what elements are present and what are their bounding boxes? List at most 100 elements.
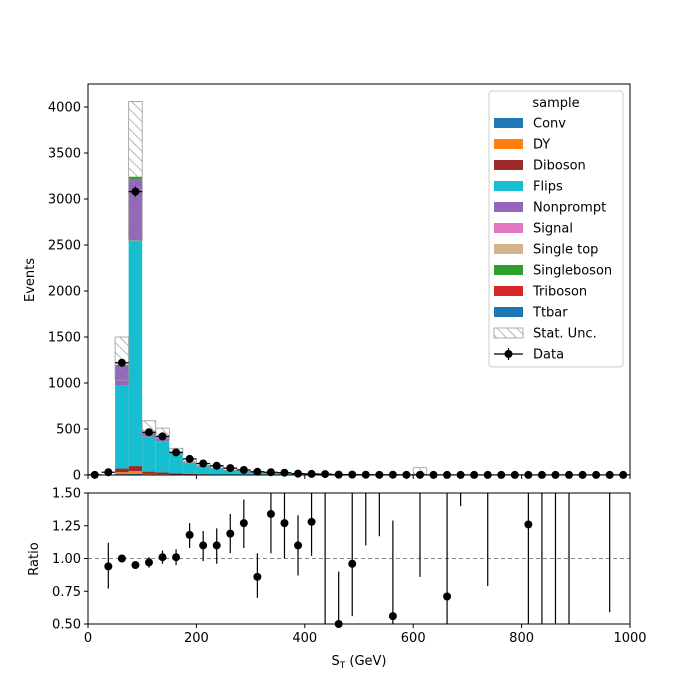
bar-diboson: [115, 468, 129, 473]
legend: sample Conv DY Diboson Flips Nonprompt Signal…: [488, 90, 624, 368]
x-tick-label: 1000: [613, 631, 646, 646]
ratio-axes-frame: [87, 492, 631, 625]
x-tick-label: 600: [401, 631, 426, 646]
legend-label-signal: Signal: [533, 222, 573, 237]
ratio-point: [348, 559, 357, 568]
legend-label-conv: Conv: [533, 117, 566, 132]
legend-swatch-nonprompt: [494, 202, 523, 212]
legend-swatch-data: [504, 350, 513, 358]
legend-swatch-signal: [494, 223, 523, 233]
y-tick-label: 1.25: [52, 519, 81, 534]
legend-label-dy: DY: [533, 138, 550, 153]
ratio-point: [266, 509, 275, 518]
main-y-axis-label: Events: [23, 258, 38, 302]
stacked-histogram: [115, 176, 495, 476]
bar-diboson: [155, 472, 170, 475]
legend-swatch-singleboson: [494, 265, 523, 275]
y-tick-label: 1.00: [52, 552, 81, 567]
legend-swatch-stat-unc: [493, 327, 524, 339]
data-point: [199, 459, 208, 468]
ratio-point: [524, 520, 533, 529]
legend-label-triboson: Triboson: [532, 285, 587, 300]
legend-swatch-dy: [494, 139, 523, 149]
legend-swatch-ttbar: [494, 307, 523, 317]
y-tick-label: 0: [73, 469, 81, 484]
data-point: [226, 464, 235, 473]
legend-swatch-triboson: [494, 286, 523, 296]
legend-swatch-flips: [494, 181, 523, 191]
data-point: [212, 461, 221, 470]
bar-flips: [155, 441, 170, 473]
ratio-point: [212, 541, 221, 550]
ratio-point: [199, 541, 208, 550]
legend-swatch-diboson: [494, 160, 523, 170]
ratio-point: [443, 592, 452, 601]
ratio-point: [144, 558, 153, 567]
y-tick-label: 0.75: [52, 585, 81, 600]
data-point: [117, 358, 126, 367]
bar-dy: [142, 473, 156, 475]
legend-label-stat-unc: Stat. Unc.: [533, 327, 597, 342]
legend-label-flips: Flips: [533, 180, 563, 195]
legend-label-singleboson: Singleboson: [533, 264, 612, 279]
ratio-panel: 0.50 0.75 1.00 1.25 1.50 0 200 400 600 800 1000 R…: [27, 487, 647, 672]
ratio-point: [172, 553, 181, 562]
legend-entries: Conv DY Diboson Flips Nonprompt Signal Single …: [493, 117, 612, 363]
y-tick-label: 3000: [48, 193, 81, 208]
main-x-ticks: [87, 475, 631, 479]
bar-dy: [115, 472, 129, 475]
ratio-x-ticks: 0 200 400 600 800 1000: [84, 624, 647, 646]
y-tick-label: 1000: [48, 377, 81, 392]
ratio-x-axis-label: ST (GeV): [331, 654, 386, 671]
data-point: [131, 187, 140, 196]
bar-flips: [142, 436, 156, 472]
y-tick-label: 4000: [48, 101, 81, 116]
ratio-y-axis-label: Ratio: [27, 542, 42, 575]
stat-unc-box: [128, 101, 143, 241]
y-tick-label: 0.50: [52, 618, 81, 633]
x-tick-label: 400: [292, 631, 317, 646]
y-tick-label: 1500: [48, 331, 81, 346]
bar-flips: [169, 453, 183, 474]
ratio-point: [239, 519, 248, 528]
legend-swatch-conv: [494, 118, 523, 128]
data-point: [321, 470, 330, 479]
ratio-y-ticks: 0.50 0.75 1.00 1.25 1.50: [52, 487, 88, 633]
bar-flips: [209, 468, 224, 475]
bar-flips: [223, 470, 238, 475]
data-point: [307, 469, 316, 478]
legend-label-data: Data: [533, 348, 564, 363]
legend-label-diboson: Diboson: [533, 159, 586, 174]
ratio-point: [117, 554, 126, 563]
data-point: [266, 468, 275, 477]
bar-flips: [196, 466, 210, 475]
x-tick-label: 800: [509, 631, 534, 646]
bar-diboson: [182, 473, 197, 475]
ratio-point: [158, 553, 167, 562]
bar-dy: [128, 471, 143, 474]
ratio-point: [280, 519, 289, 528]
legend-title: sample: [532, 96, 579, 111]
x-tick-label: 200: [184, 631, 209, 646]
data-point: [104, 468, 113, 477]
ratio-point: [131, 561, 140, 570]
data-point: [294, 469, 303, 478]
data-point: [158, 432, 167, 441]
data-point: [239, 465, 248, 474]
y-tick-label: 3500: [48, 147, 81, 162]
data-point: [253, 467, 262, 476]
bar-flips: [115, 385, 129, 469]
legend-label-ttbar: Ttbar: [532, 306, 568, 321]
ratio-point: [185, 530, 194, 539]
bar-diboson: [142, 471, 156, 474]
bar-flips: [182, 462, 197, 474]
ratio-point: [307, 517, 316, 526]
y-tick-label: 2500: [48, 239, 81, 254]
y-tick-label: 1.50: [52, 487, 81, 502]
ratio-point: [104, 562, 113, 571]
legend-label-single-top: Single top: [533, 243, 598, 258]
ratio-point: [253, 572, 262, 581]
ratio-points: [104, 493, 611, 628]
